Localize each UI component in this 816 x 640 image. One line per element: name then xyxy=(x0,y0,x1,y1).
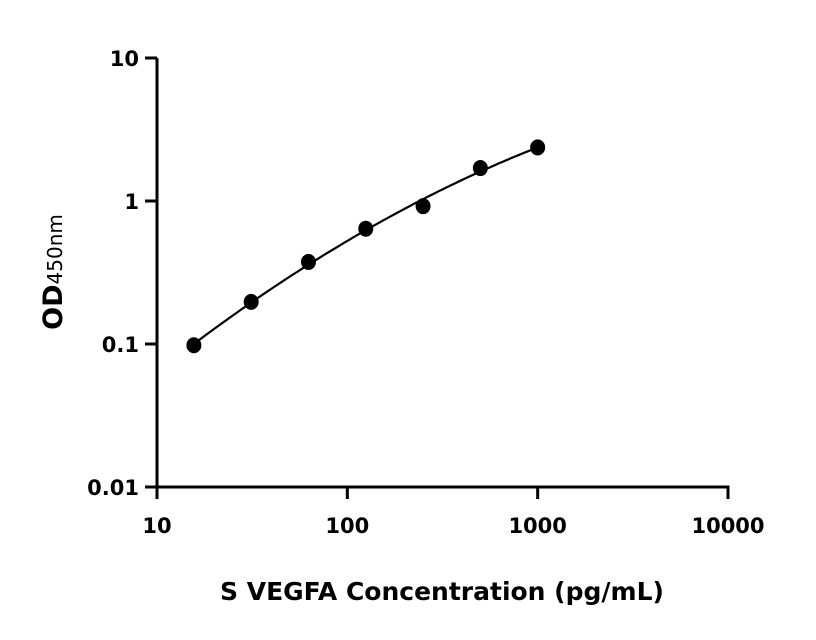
x-tick-label: 10 xyxy=(142,514,171,538)
y-tick-label: 0.01 xyxy=(87,476,139,500)
data-point xyxy=(243,293,259,310)
data-points xyxy=(186,139,546,354)
fit-curve xyxy=(193,146,539,345)
y-axis-label-sub: 450nm xyxy=(43,214,67,284)
data-point xyxy=(415,198,431,215)
data-point xyxy=(300,253,316,270)
y-tick-label: 10 xyxy=(110,47,139,71)
x-tick-label: 1000 xyxy=(508,514,566,538)
x-tick-label: 100 xyxy=(325,514,369,538)
y-axis-label-main: OD xyxy=(38,284,69,329)
data-point xyxy=(472,160,488,177)
tick-labels: 10 100 1000 10000 0.01 0.1 1 10 xyxy=(87,47,764,538)
data-point xyxy=(530,139,546,156)
axes xyxy=(145,56,730,499)
data-point xyxy=(186,337,202,354)
data-point xyxy=(358,220,374,237)
x-axis-label: S VEGFA Concentration (pg/mL) xyxy=(220,577,664,606)
y-tick-label: 1 xyxy=(124,190,139,214)
y-tick-label: 0.1 xyxy=(102,333,139,357)
x-tick-label: 10000 xyxy=(691,514,764,538)
y-axis-label: OD450nm xyxy=(38,214,69,330)
